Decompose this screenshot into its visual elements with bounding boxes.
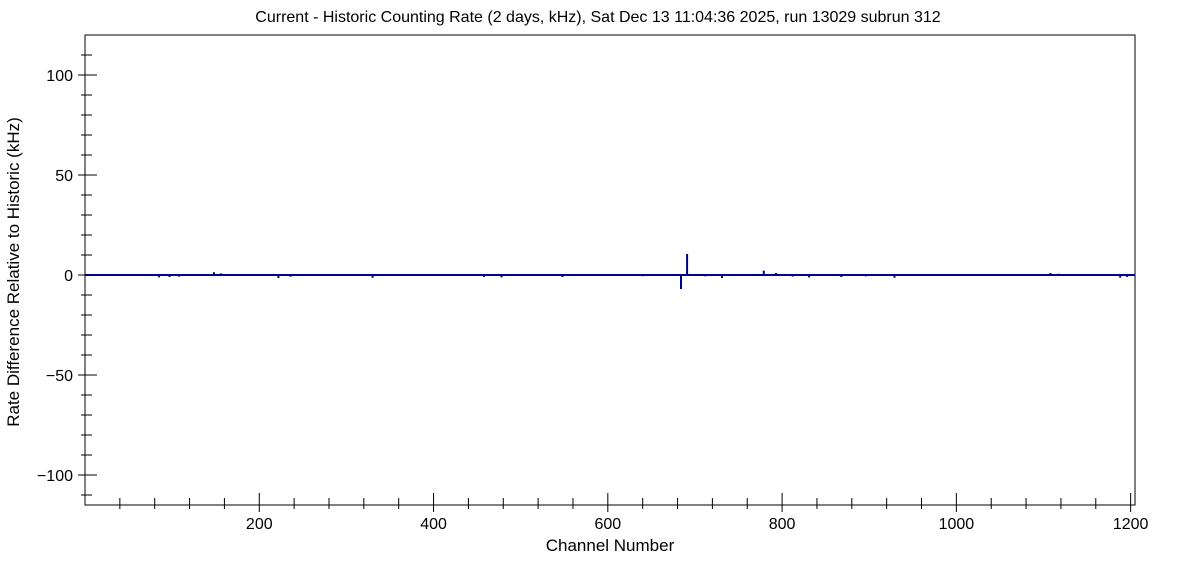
x-tick-label: 200 bbox=[246, 516, 273, 533]
y-tick-label: −100 bbox=[37, 468, 73, 485]
y-tick-label: 0 bbox=[64, 268, 73, 285]
x-tick-label: 600 bbox=[594, 516, 621, 533]
y-tick-label: 100 bbox=[46, 68, 73, 85]
plot-frame bbox=[84, 34, 1136, 506]
x-tick-label: 1000 bbox=[939, 516, 975, 533]
axis-ticks bbox=[78, 54, 1132, 512]
chart-title: Current - Historic Counting Rate (2 days… bbox=[255, 9, 941, 26]
x-tick-label: 400 bbox=[420, 516, 447, 533]
data-series bbox=[85, 254, 1135, 289]
y-tick-label: 50 bbox=[55, 168, 73, 185]
x-axis-title: Channel Number bbox=[546, 536, 675, 555]
tick-labels: 200 400 600 800 1000 1200 −100 −50 0 50 100 bbox=[37, 68, 1149, 533]
x-tick-label: 1200 bbox=[1113, 516, 1149, 533]
frame-rect bbox=[84, 34, 1136, 506]
rate-difference-line bbox=[85, 254, 1135, 289]
y-tick-label: −50 bbox=[46, 368, 73, 385]
x-tick-label: 800 bbox=[769, 516, 796, 533]
y-axis-title: Rate Difference Relative to Historic (kH… bbox=[4, 117, 23, 427]
